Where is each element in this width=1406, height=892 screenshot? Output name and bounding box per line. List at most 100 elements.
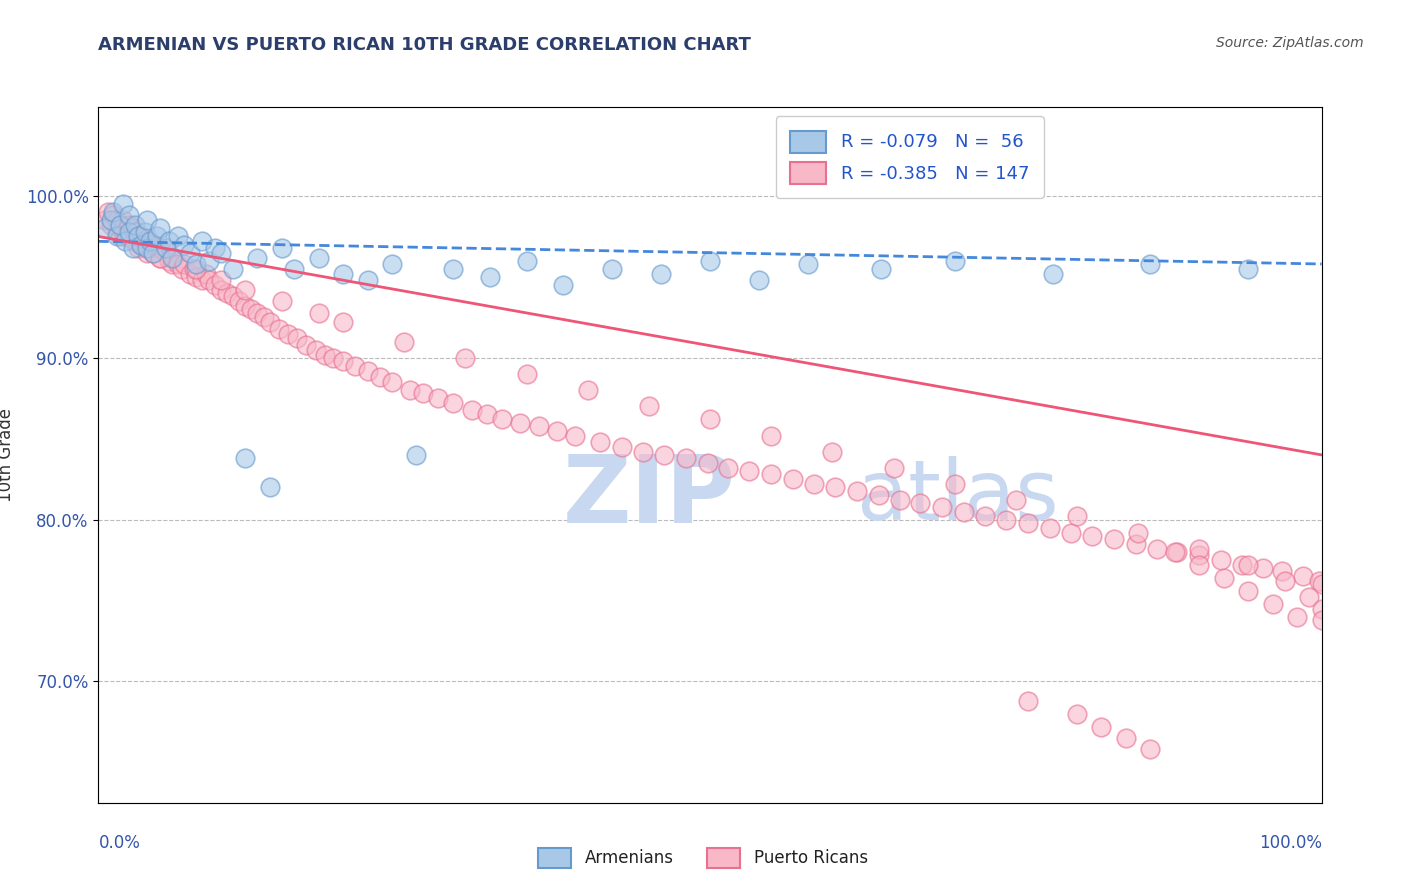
- Point: [228, 294, 250, 309]
- Point: [149, 241, 172, 255]
- Point: [124, 225, 146, 239]
- Point: [943, 477, 966, 491]
- Point: [1286, 609, 1309, 624]
- Point: [269, 322, 291, 336]
- Point: [240, 302, 263, 317]
- Point: [305, 343, 328, 357]
- Point: [146, 241, 169, 255]
- Point: [883, 461, 905, 475]
- Point: [270, 241, 294, 255]
- Point: [173, 257, 195, 271]
- Point: [356, 273, 378, 287]
- Point: [477, 408, 499, 422]
- Point: [183, 261, 205, 276]
- Point: [1125, 537, 1147, 551]
- Point: [610, 440, 633, 454]
- Point: [332, 267, 354, 281]
- Point: [1060, 525, 1083, 540]
- Point: [564, 428, 586, 442]
- Point: [1211, 553, 1233, 567]
- Point: [233, 299, 256, 313]
- Point: [953, 504, 976, 518]
- Point: [285, 331, 308, 345]
- Point: [1237, 583, 1260, 598]
- Point: [515, 367, 537, 381]
- Point: [782, 472, 804, 486]
- Point: [600, 261, 623, 276]
- Point: [889, 493, 911, 508]
- Point: [405, 448, 427, 462]
- Point: [1128, 525, 1150, 540]
- Point: [160, 251, 183, 265]
- Point: [127, 229, 149, 244]
- Point: [1090, 720, 1112, 734]
- Point: [110, 229, 132, 244]
- Point: [105, 213, 128, 227]
- Point: [142, 245, 165, 260]
- Point: [845, 483, 868, 498]
- Point: [134, 241, 156, 255]
- Point: [308, 305, 330, 319]
- Point: [356, 364, 378, 378]
- Point: [295, 338, 318, 352]
- Point: [652, 448, 675, 462]
- Point: [134, 225, 156, 239]
- Point: [142, 245, 165, 260]
- Point: [1139, 257, 1161, 271]
- Point: [399, 383, 422, 397]
- Point: [1251, 561, 1274, 575]
- Point: [136, 213, 159, 227]
- Point: [381, 257, 404, 271]
- Point: [105, 229, 128, 244]
- Point: [170, 261, 193, 276]
- Point: [105, 225, 128, 239]
- Point: [460, 402, 482, 417]
- Point: [322, 351, 344, 365]
- Point: [127, 241, 149, 255]
- Point: [252, 310, 274, 325]
- Point: [1212, 571, 1234, 585]
- Text: Source: ZipAtlas.com: Source: ZipAtlas.com: [1216, 36, 1364, 50]
- Point: [1066, 509, 1088, 524]
- Point: [491, 412, 513, 426]
- Point: [631, 444, 654, 458]
- Y-axis label: 10th Grade: 10th Grade: [0, 408, 14, 502]
- Point: [1146, 541, 1168, 556]
- Point: [124, 235, 146, 249]
- Point: [638, 400, 661, 414]
- Point: [111, 225, 134, 239]
- Point: [332, 354, 354, 368]
- Point: [204, 241, 226, 255]
- Point: [100, 213, 122, 227]
- Point: [97, 205, 120, 219]
- Point: [1166, 545, 1188, 559]
- Point: [515, 253, 537, 268]
- Point: [186, 257, 208, 271]
- Point: [1188, 541, 1211, 556]
- Point: [1188, 558, 1211, 572]
- Point: [204, 278, 226, 293]
- Point: [93, 213, 115, 227]
- Point: [209, 245, 232, 260]
- Point: [283, 261, 305, 276]
- Point: [870, 261, 893, 276]
- Point: [1292, 569, 1315, 583]
- Point: [696, 456, 718, 470]
- Point: [222, 261, 245, 276]
- Point: [1066, 706, 1088, 721]
- Point: [454, 351, 477, 365]
- Point: [441, 396, 464, 410]
- Point: [589, 434, 612, 449]
- Point: [1237, 558, 1260, 572]
- Point: [186, 269, 208, 284]
- Point: [209, 283, 232, 297]
- Point: [717, 461, 740, 475]
- Point: [803, 477, 825, 491]
- Point: [124, 218, 146, 232]
- Point: [246, 305, 269, 319]
- Point: [441, 261, 464, 276]
- Point: [995, 513, 1018, 527]
- Text: 0.0%: 0.0%: [98, 834, 141, 852]
- Point: [868, 488, 890, 502]
- Point: [1042, 267, 1064, 281]
